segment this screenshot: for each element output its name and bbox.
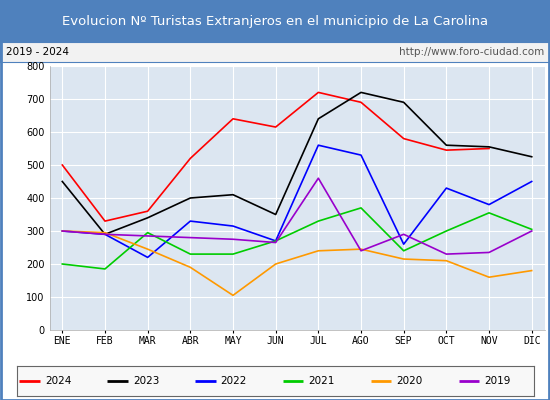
- Text: 2023: 2023: [133, 376, 159, 386]
- Text: Evolucion Nº Turistas Extranjeros en el municipio de La Carolina: Evolucion Nº Turistas Extranjeros en el …: [62, 14, 488, 28]
- Text: http://www.foro-ciudad.com: http://www.foro-ciudad.com: [399, 47, 544, 57]
- Text: 2022: 2022: [221, 376, 247, 386]
- Text: 2020: 2020: [397, 376, 423, 386]
- Text: 2024: 2024: [45, 376, 72, 386]
- Text: 2019: 2019: [485, 376, 511, 386]
- Text: 2021: 2021: [309, 376, 335, 386]
- Text: 2019 - 2024: 2019 - 2024: [6, 47, 69, 57]
